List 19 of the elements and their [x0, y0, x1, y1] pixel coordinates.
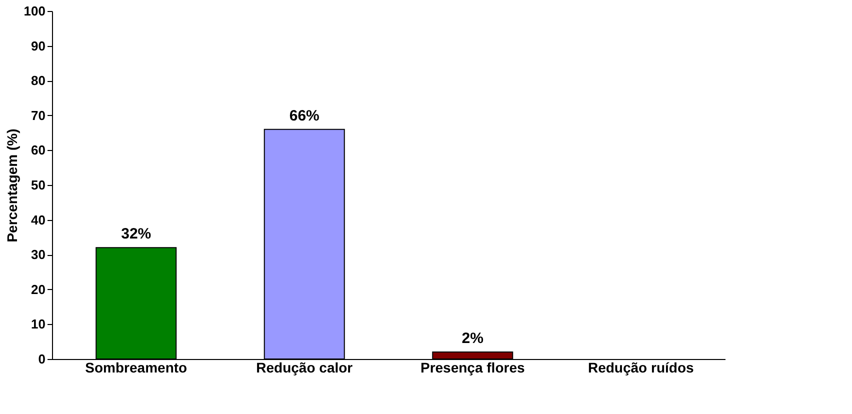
y-tick-label: 30 [31, 247, 46, 262]
y-tick-label: 80 [31, 73, 46, 88]
y-axis-title: Percentagem (%) [4, 128, 20, 242]
y-tick-label: 0 [38, 352, 46, 366]
y-tick-label: 20 [31, 282, 46, 297]
x-tick-label: Sombreamento [85, 360, 188, 376]
y-tick-label: 50 [31, 178, 46, 192]
x-tick-label: Redução calor [256, 360, 354, 376]
y-tick-label: 40 [31, 212, 46, 228]
y-tick-label: 100 [24, 4, 46, 18]
y-tick-label: 90 [31, 38, 46, 54]
data-label: 2% [462, 330, 484, 348]
y-tick-label: 10 [31, 316, 46, 332]
y-tick-label: 60 [31, 142, 46, 158]
x-tick-label: Redução ruídos [588, 360, 694, 376]
x-tick-label: Presença flores [420, 360, 525, 376]
y-tick-label: 70 [31, 108, 46, 123]
data-label: 66% [289, 107, 320, 124]
data-label: 32% [121, 226, 152, 243]
